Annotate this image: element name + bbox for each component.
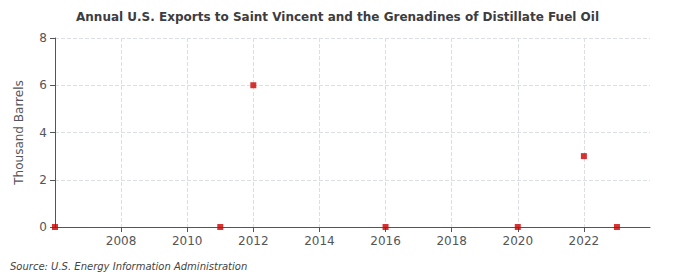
svg-text:2020: 2020 [503, 234, 534, 248]
svg-text:4: 4 [39, 126, 47, 140]
svg-text:2018: 2018 [436, 234, 467, 248]
svg-text:2010: 2010 [172, 234, 203, 248]
svg-text:2012: 2012 [238, 234, 269, 248]
svg-text:2016: 2016 [370, 234, 401, 248]
svg-text:6: 6 [39, 78, 47, 92]
svg-text:2008: 2008 [106, 234, 137, 248]
svg-text:2: 2 [39, 173, 47, 187]
svg-text:2014: 2014 [304, 234, 335, 248]
svg-text:0: 0 [39, 220, 47, 234]
svg-text:Annual U.S. Exports to Saint V: Annual U.S. Exports to Saint Vincent and… [76, 10, 599, 24]
svg-text:2022: 2022 [569, 234, 600, 248]
svg-text:Source: U.S. Energy Informatio: Source: U.S. Energy Information Administ… [10, 261, 247, 272]
svg-text:8: 8 [39, 31, 47, 45]
svg-text:Thousand Barrels: Thousand Barrels [12, 80, 26, 185]
